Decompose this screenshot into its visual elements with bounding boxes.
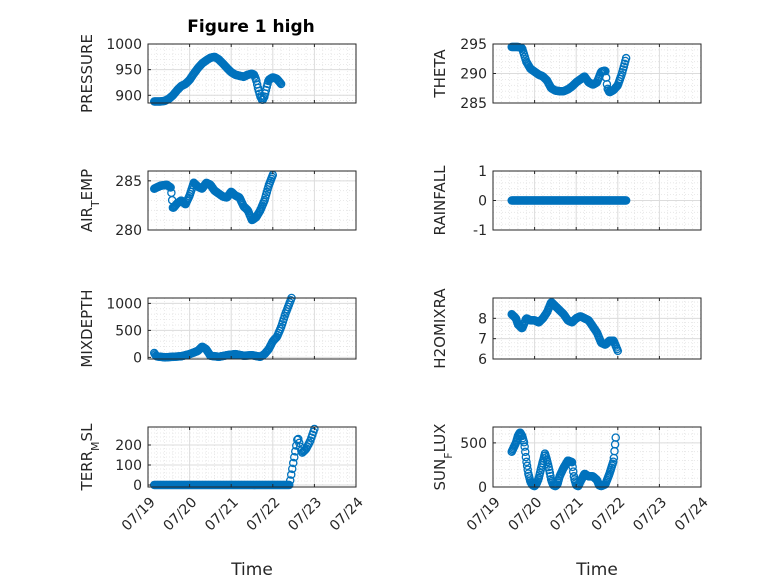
y-axis-label: TERRMSL (78, 423, 102, 492)
axes-1: 900 950 1000 PRESSURE (78, 34, 357, 113)
data-point (568, 462, 577, 472)
data-point (261, 85, 271, 95)
y-tick-label: 1000 (106, 296, 142, 312)
axes-5: 0 500 1000 MIXDEPTH (78, 289, 357, 368)
data-point (613, 346, 623, 356)
axes-2: 285 290 295 THETA (431, 37, 702, 112)
y-tick-label: 8 (478, 311, 487, 327)
y-tick-label: 200 (115, 438, 142, 454)
data-point (621, 53, 631, 63)
data-point (285, 476, 295, 485)
y-tick-label: -1 (473, 223, 487, 239)
axes-box (147, 297, 357, 360)
data-point (275, 77, 284, 87)
data-point (522, 461, 532, 471)
y-tick-label: 1 (478, 164, 487, 180)
data-point (521, 447, 530, 457)
data-point (276, 78, 285, 88)
y-tick-label: 295 (460, 37, 487, 53)
data-point (602, 79, 612, 89)
y-tick-label: 500 (115, 323, 142, 339)
axes-box (147, 43, 357, 104)
axes-4: -1 0 1 RAINFALL (431, 164, 702, 239)
data-point (569, 467, 578, 476)
y-tick-label: 0 (133, 478, 142, 494)
y-axis-label: RAINFALL (431, 165, 449, 236)
y-tick-label: 1000 (106, 37, 142, 53)
y-axis-label: AIRTEMP (78, 169, 102, 232)
y-tick-label: 0 (133, 350, 142, 366)
y-axis-label: THETA (431, 49, 449, 99)
y-tick-label: 950 (115, 63, 142, 79)
figure-title: Figure 1 high (187, 17, 315, 37)
data-point (621, 196, 631, 205)
data-point (295, 438, 304, 448)
axes-box (492, 297, 702, 360)
axes-box (147, 170, 357, 231)
data-point (611, 433, 620, 442)
data-point (287, 464, 297, 474)
y-axis-label: H2OMIXRA (431, 288, 449, 369)
data-point (288, 458, 298, 468)
y-tick-label: 900 (115, 88, 142, 104)
axes-3: 280 285 AIRTEMP (78, 169, 357, 239)
y-tick-label: 0 (478, 194, 487, 210)
y-tick-label: 285 (115, 174, 142, 190)
y-tick-label: 500 (460, 436, 487, 452)
y-tick-label: 280 (115, 223, 142, 239)
data-point (521, 452, 531, 462)
data-point (545, 468, 555, 478)
data-point (310, 424, 319, 434)
data-point (522, 457, 531, 467)
x-axis-label: Time (230, 560, 273, 580)
data-point (567, 458, 577, 467)
data-point (286, 470, 296, 479)
data-point (545, 465, 554, 475)
data-point (609, 457, 618, 466)
y-axis-label: PRESSURE (78, 34, 96, 113)
y-axis-label: MIXDEPTH (78, 289, 96, 367)
axes-6: 6 7 8 H2OMIXRA (431, 288, 702, 369)
data-point (284, 480, 294, 490)
data-point (520, 442, 529, 451)
y-tick-label: 100 (115, 458, 142, 474)
axes-box (147, 426, 357, 488)
y-tick-label: 6 (478, 352, 487, 368)
data-point (523, 465, 532, 474)
y-axis-label: SUNFLUX (431, 424, 455, 491)
axes-box (492, 426, 702, 488)
data-point (276, 79, 286, 89)
y-tick-label: 0 (478, 480, 487, 496)
data-point (519, 438, 529, 447)
data-point (166, 183, 175, 192)
x-axis-label: Time (575, 560, 618, 580)
y-tick-label: 7 (478, 332, 487, 348)
y-tick-label: 290 (460, 67, 487, 83)
y-tick-label: 285 (460, 96, 487, 112)
data-point (290, 452, 299, 462)
data-point (294, 434, 303, 444)
